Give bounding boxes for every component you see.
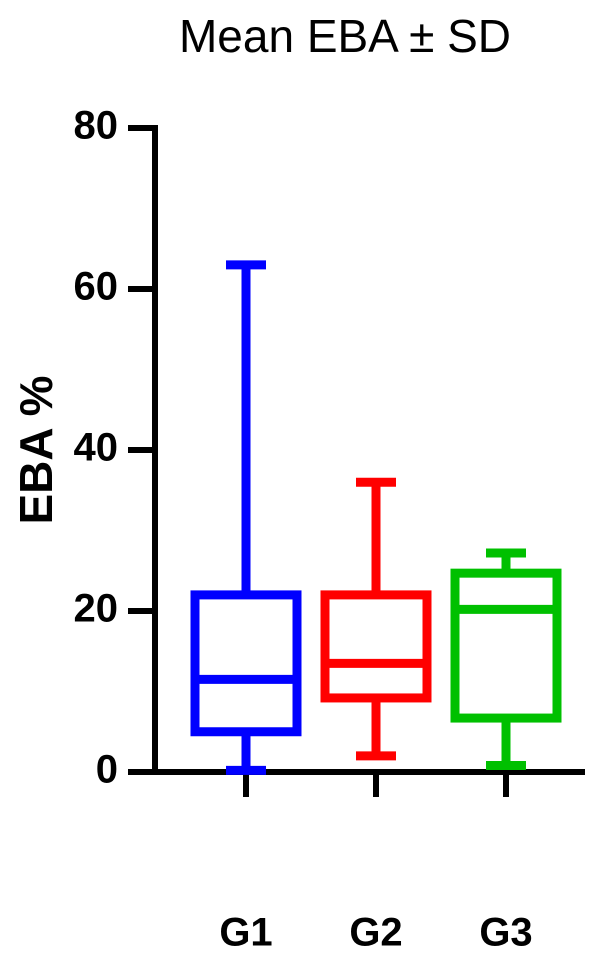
y-axis-label: EBA % xyxy=(10,375,62,524)
chart-title: Mean EBA ± SD xyxy=(179,10,511,62)
y-tick-label: 0 xyxy=(96,748,118,792)
y-tick-label: 60 xyxy=(74,265,119,309)
x-tick-label: G1 xyxy=(219,911,272,955)
box xyxy=(320,590,432,703)
y-tick-label: 20 xyxy=(74,587,119,631)
y-tick-label: 40 xyxy=(74,426,119,470)
x-tick-label: G3 xyxy=(479,911,532,955)
box xyxy=(190,590,302,737)
y-tick-label: 80 xyxy=(74,104,119,148)
box xyxy=(450,568,562,723)
x-tick-label: G2 xyxy=(349,911,402,955)
